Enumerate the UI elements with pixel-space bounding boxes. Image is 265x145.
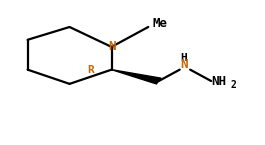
Text: Me: Me — [152, 17, 167, 30]
Text: N: N — [180, 58, 187, 71]
Polygon shape — [112, 70, 161, 84]
Text: N: N — [108, 40, 115, 53]
Text: H: H — [180, 53, 187, 63]
Text: 2: 2 — [231, 80, 237, 90]
Text: R: R — [87, 65, 94, 75]
Text: NH: NH — [211, 75, 226, 88]
